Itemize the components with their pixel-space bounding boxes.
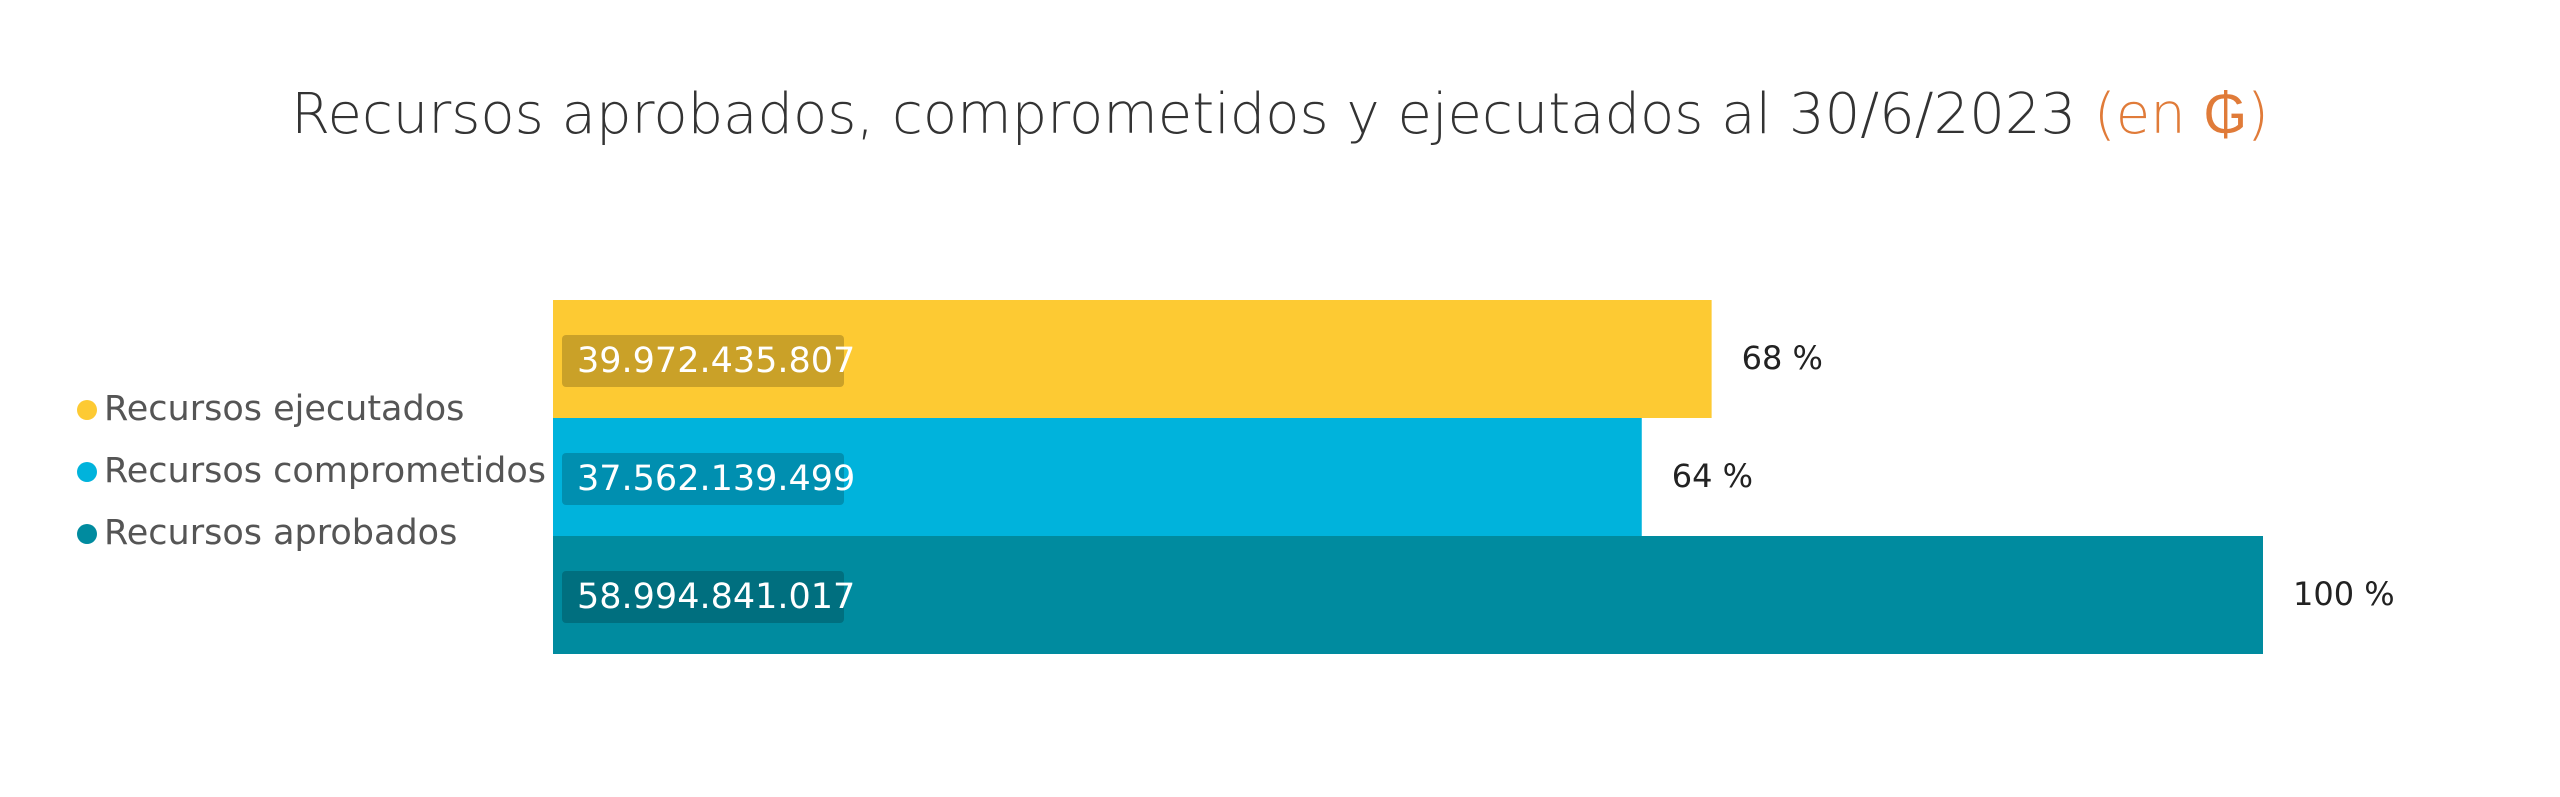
legend-label: Recursos aprobados xyxy=(104,513,457,553)
bar xyxy=(553,536,2263,654)
value-label-box xyxy=(562,335,844,387)
value-label-box xyxy=(562,571,844,623)
value-label: 37.562.139.499 xyxy=(577,459,855,499)
bar xyxy=(553,418,1642,536)
value-label: 39.972.435.807 xyxy=(577,341,855,381)
legend-marker xyxy=(77,462,97,482)
percent-label: 68 % xyxy=(1742,339,1823,377)
percent-label: 100 % xyxy=(2293,575,2395,613)
title-main: Recursos aprobados, comprometidos y ejec… xyxy=(291,82,2076,147)
value-label: 58.994.841.017 xyxy=(577,577,855,617)
legend-marker xyxy=(77,400,97,420)
legend-label: Recursos ejecutados xyxy=(104,389,464,429)
title-unit: (en ₲) xyxy=(2094,82,2269,147)
chart-title: Recursos aprobados, comprometidos y ejec… xyxy=(291,82,2269,147)
value-label-box xyxy=(562,453,844,505)
legend-marker xyxy=(77,524,97,544)
percent-label: 64 % xyxy=(1672,457,1753,495)
bar xyxy=(553,300,1712,418)
legend-label: Recursos comprometidos xyxy=(104,451,546,491)
